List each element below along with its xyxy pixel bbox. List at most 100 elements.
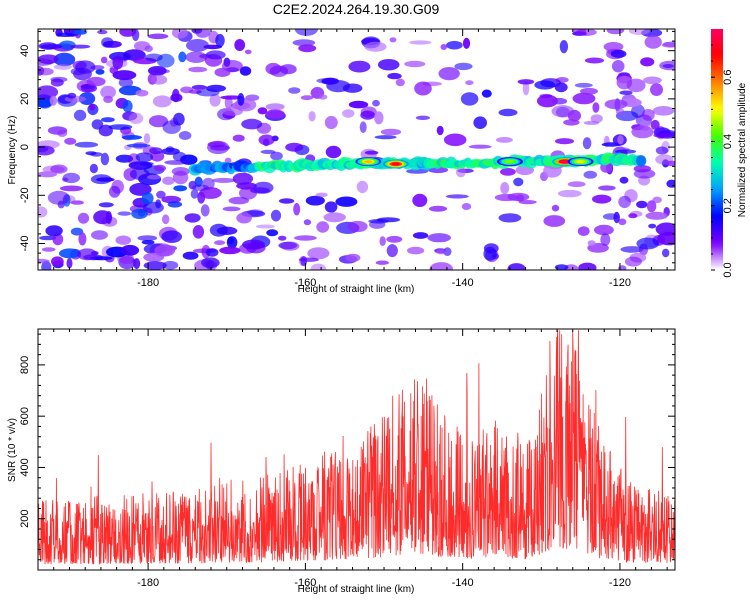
noise-blob bbox=[152, 95, 172, 108]
noise-blob bbox=[250, 187, 270, 194]
noise-blob bbox=[70, 44, 91, 49]
noise-blob bbox=[648, 223, 657, 229]
noise-blob bbox=[657, 231, 675, 246]
noise-blob bbox=[38, 96, 53, 109]
noise-blob bbox=[147, 174, 161, 180]
noise-blob bbox=[40, 44, 63, 49]
noise-blob bbox=[364, 150, 379, 155]
heatmap-frame bbox=[37, 28, 676, 271]
noise-blob bbox=[77, 248, 98, 261]
noise-blob bbox=[618, 265, 627, 270]
noise-blob bbox=[120, 244, 140, 256]
heatmap-y-tick-label: 0 bbox=[19, 144, 31, 150]
noise-blob bbox=[300, 95, 314, 101]
noise-blob bbox=[643, 76, 662, 85]
noise-blob bbox=[427, 233, 452, 243]
noise-blob bbox=[122, 100, 133, 113]
noise-blob bbox=[517, 79, 535, 85]
noise-blob bbox=[115, 235, 132, 245]
noise-blob bbox=[590, 114, 603, 123]
noise-blob bbox=[135, 89, 149, 97]
noise-blob bbox=[414, 81, 432, 96]
noise-blob bbox=[51, 256, 64, 267]
noise-blob bbox=[606, 29, 625, 35]
noise-blob bbox=[655, 146, 669, 155]
noise-blob bbox=[219, 246, 241, 255]
heatmap-x-tick-label: -120 bbox=[609, 277, 631, 289]
colorbar-tick-label: 0.0 bbox=[722, 262, 734, 277]
noise-blob bbox=[377, 58, 400, 71]
noise-blob bbox=[494, 193, 519, 202]
noise-blob bbox=[89, 163, 98, 174]
noise-blob bbox=[205, 50, 226, 60]
noise-blob bbox=[360, 110, 376, 120]
noise-blob bbox=[180, 86, 194, 94]
noise-blob bbox=[572, 92, 596, 105]
noise-blob bbox=[242, 239, 265, 250]
noise-blob bbox=[56, 32, 75, 37]
noise-blob bbox=[543, 215, 566, 227]
noise-blob bbox=[74, 141, 99, 148]
noise-blob bbox=[184, 213, 201, 223]
noise-blob bbox=[214, 67, 231, 77]
noise-blob bbox=[305, 195, 325, 206]
snr-x-tick-label: -180 bbox=[137, 577, 159, 589]
noise-blob bbox=[141, 240, 155, 245]
noise-blob bbox=[255, 224, 275, 229]
noise-blob bbox=[288, 87, 301, 94]
noise-blob bbox=[404, 60, 426, 68]
noise-blob bbox=[172, 170, 189, 185]
noise-blob bbox=[513, 177, 524, 187]
noise-blob bbox=[52, 233, 64, 246]
noise-blob bbox=[298, 44, 317, 53]
noise-blob bbox=[415, 115, 430, 121]
noise-blob bbox=[90, 152, 103, 157]
noise-blob bbox=[374, 111, 384, 125]
noise-blob bbox=[465, 80, 474, 86]
noise-blob bbox=[209, 93, 221, 107]
noise-blob bbox=[190, 189, 199, 199]
noise-blob bbox=[611, 59, 625, 73]
noise-blob bbox=[265, 109, 285, 119]
colorbar: 0.0 0.2 0.4 0.6 bbox=[711, 29, 734, 278]
noise-blob bbox=[162, 260, 179, 270]
noise-blob bbox=[522, 81, 530, 96]
noise-blob bbox=[460, 92, 479, 106]
noise-blob bbox=[172, 151, 187, 162]
noise-blob bbox=[185, 51, 207, 63]
noise-blob bbox=[323, 212, 346, 223]
noise-blob bbox=[59, 185, 84, 192]
heatmap-x-tick-label: -180 bbox=[137, 277, 159, 289]
noise-blob bbox=[652, 106, 675, 116]
noise-blob bbox=[45, 225, 63, 237]
noise-blob bbox=[38, 206, 48, 218]
noise-blob bbox=[640, 57, 655, 67]
noise-blob bbox=[428, 205, 448, 212]
noise-blob bbox=[534, 80, 556, 90]
heatmap-noise-layer bbox=[38, 29, 675, 270]
noise-blob bbox=[95, 69, 105, 75]
noise-blob bbox=[239, 66, 252, 76]
noise-blob bbox=[626, 78, 646, 93]
noise-blob bbox=[636, 237, 660, 250]
noise-blob bbox=[386, 244, 398, 258]
noise-blob bbox=[237, 93, 245, 106]
noise-blob bbox=[145, 53, 163, 62]
noise-blob bbox=[318, 94, 328, 100]
snr-series-line bbox=[38, 330, 675, 565]
noise-blob bbox=[97, 29, 108, 35]
noise-blob bbox=[617, 135, 624, 145]
noise-blob bbox=[567, 181, 586, 188]
noise-blob bbox=[214, 240, 226, 246]
noise-blob bbox=[112, 55, 124, 70]
snr-x-tick-label: -160 bbox=[294, 577, 316, 589]
noise-blob bbox=[280, 241, 300, 251]
noise-blob bbox=[557, 189, 582, 198]
noise-blob bbox=[294, 29, 318, 36]
noise-blob bbox=[278, 198, 295, 204]
noise-blob bbox=[47, 190, 70, 205]
noise-blob bbox=[646, 200, 657, 213]
noise-blob bbox=[108, 185, 121, 198]
noise-blob bbox=[498, 213, 522, 223]
noise-blob bbox=[594, 224, 614, 236]
